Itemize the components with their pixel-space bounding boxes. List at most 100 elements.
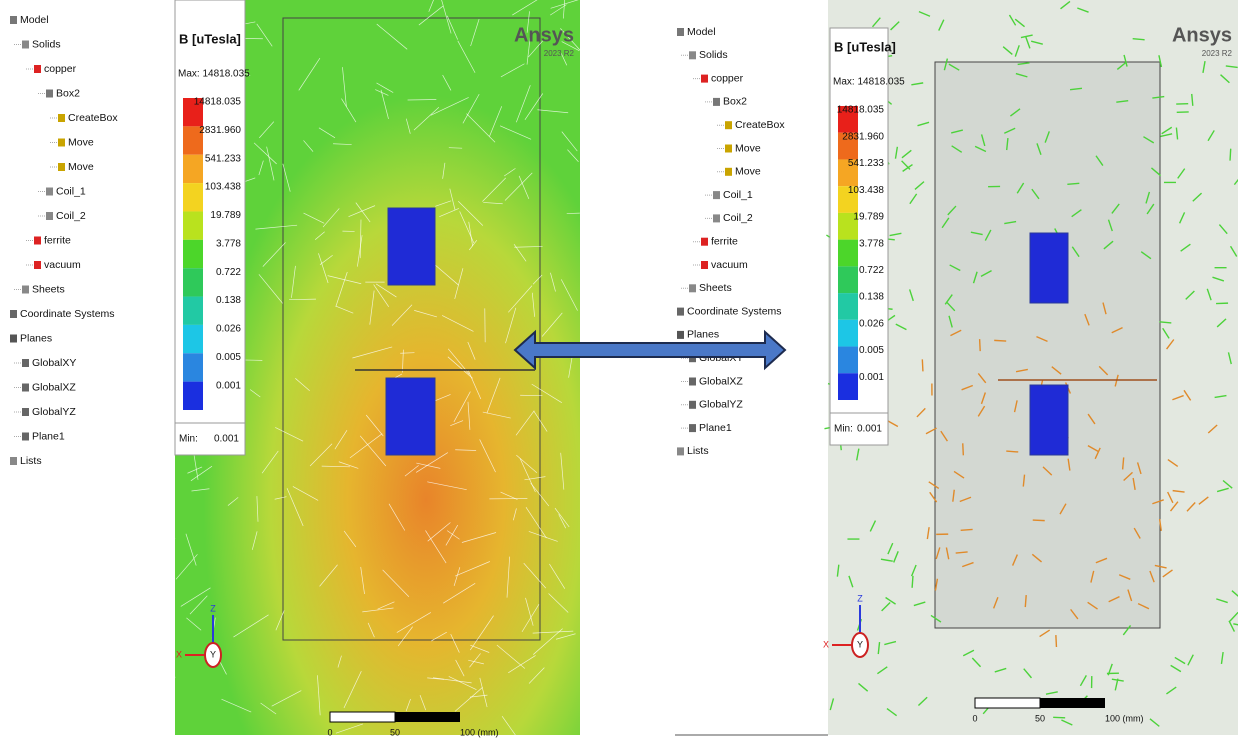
tree-icon	[22, 359, 29, 367]
legend-min-label: Min:	[834, 424, 853, 435]
tree-icon	[725, 168, 732, 176]
legend-max: Max: 14818.035	[833, 77, 905, 88]
mesh-edge	[165, 97, 175, 105]
tree-icon	[713, 191, 720, 199]
scale-white	[975, 698, 1040, 708]
tree-item: Box2	[56, 87, 80, 99]
scale-label: 50	[390, 727, 400, 737]
tree-item: Coil_1	[723, 189, 753, 201]
version-label: 2023 R2	[1202, 49, 1233, 58]
legend-level: 0.138	[859, 292, 884, 303]
tree-icon	[689, 51, 696, 59]
scale-black	[1040, 698, 1105, 708]
legend-min-label: Min:	[179, 434, 198, 445]
tree-item: GlobalXY	[32, 357, 76, 369]
scale-label: 50	[1035, 713, 1045, 723]
legend-title: B [uTesla]	[179, 31, 241, 46]
field-arrow	[1067, 183, 1079, 184]
scale-white	[330, 712, 395, 722]
tree-item: Model	[20, 14, 49, 26]
tree-icon	[46, 212, 53, 220]
tree-icon	[677, 447, 684, 455]
tree-item: vacuum	[44, 259, 81, 271]
scale-black	[395, 712, 460, 722]
brand-logo: Ansys	[514, 24, 574, 46]
tree-item: Solids	[699, 49, 728, 61]
version-label: 2023 R2	[544, 49, 575, 58]
legend-band	[183, 211, 203, 239]
legend-band	[183, 155, 203, 183]
tree-item: Move	[735, 142, 761, 154]
legend-level: 2831.960	[199, 125, 241, 136]
tree-item: Lists	[687, 445, 709, 457]
tree-icon	[689, 401, 696, 409]
tree-item: GlobalYZ	[699, 399, 743, 411]
legend-level: 0.722	[216, 267, 241, 278]
tree-icon	[10, 16, 17, 24]
scale-label: 0	[327, 727, 332, 737]
field-arrow	[961, 529, 973, 530]
legend-band	[183, 183, 203, 211]
legend-band	[838, 347, 858, 374]
axis-x-label: X	[176, 649, 182, 659]
coil	[1030, 385, 1068, 455]
tree-icon	[689, 378, 696, 386]
legend-level: 103.438	[848, 185, 885, 196]
tree-icon	[22, 41, 29, 49]
legend-band	[183, 382, 203, 410]
field-arrow	[1056, 635, 1057, 647]
legend-band	[183, 240, 203, 268]
tree-icon	[677, 28, 684, 36]
tree-icon	[58, 139, 65, 147]
tree-icon	[22, 408, 29, 416]
legend-band	[838, 266, 858, 293]
legend-level: 2831.960	[842, 131, 884, 142]
tree-item: Coil_2	[56, 210, 86, 222]
tree-item: Box2	[723, 96, 747, 108]
tree-item: Sheets	[32, 283, 65, 295]
tree-icon	[34, 237, 41, 245]
legend-min: 0.001	[857, 424, 882, 435]
tree-item: Model	[687, 26, 716, 38]
tree-item: Coil_2	[723, 212, 753, 224]
coil	[386, 378, 435, 455]
tree-item: GlobalXZ	[699, 375, 743, 387]
tree-icon	[22, 286, 29, 294]
tree-item: ferrite	[711, 235, 738, 247]
page: {"panels":[ {"tree":["Model","Solids","c…	[0, 0, 1238, 738]
tree-icon	[713, 214, 720, 222]
field-arrow	[1053, 717, 1065, 718]
tree-item: Coil_1	[56, 185, 86, 197]
tree-item: Plane1	[699, 422, 732, 434]
legend-band	[838, 240, 858, 267]
coil	[1030, 233, 1068, 303]
scale-label: 0	[972, 713, 977, 723]
legend-level: 14818.035	[194, 97, 242, 108]
legend-level: 0.722	[859, 265, 884, 276]
brand-logo: Ansys	[1172, 24, 1232, 46]
axis-z-label: Z	[210, 603, 216, 613]
legend-level: 14818.035	[837, 105, 885, 116]
tree-item: Move	[68, 136, 94, 148]
tree-icon	[677, 331, 684, 339]
field-arrow	[1033, 520, 1045, 521]
axis-y-label: Y	[210, 649, 216, 659]
tree-item: Sheets	[699, 282, 732, 294]
legend-band	[183, 353, 203, 381]
legend-level: 0.005	[216, 352, 241, 363]
region-box	[935, 62, 1160, 628]
field-arrow	[994, 340, 1006, 341]
legend-level: 0.001	[216, 380, 241, 391]
tree-icon	[10, 335, 17, 343]
legend-band	[838, 373, 858, 400]
field-arrow	[922, 359, 923, 371]
tree-item: Plane1	[32, 430, 65, 442]
tree-icon	[701, 75, 708, 83]
legend-level: 19.789	[853, 212, 884, 223]
field-arrow	[912, 576, 913, 588]
legend-level: 3.778	[859, 238, 884, 249]
legend-level: 0.026	[216, 324, 241, 335]
legend-level: 0.026	[859, 318, 884, 329]
scale-label: 100 (mm)	[1105, 713, 1144, 723]
tree-item: ferrite	[44, 234, 71, 246]
